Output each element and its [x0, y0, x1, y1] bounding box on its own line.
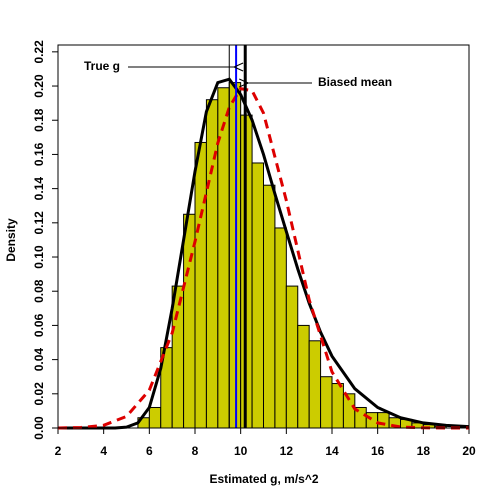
bar [171, 285, 185, 429]
bar [274, 227, 287, 429]
x-tick-label: 18 [417, 444, 431, 458]
bar [251, 162, 264, 429]
y-tick-label: 0.06 [32, 313, 46, 337]
x-tick-label: 20 [462, 444, 476, 458]
y-tick-label: 0.04 [32, 348, 46, 372]
bar [377, 412, 390, 429]
x-tick-label: 14 [325, 444, 339, 458]
y-tick-label: 0.12 [32, 211, 46, 235]
x-tick-label: 16 [371, 444, 385, 458]
y-tick-label: 0.08 [32, 279, 46, 303]
bar [308, 340, 322, 429]
arrow-head [239, 78, 249, 88]
density-curve [57, 86, 469, 430]
y-tick-label: 0.00 [32, 416, 46, 440]
y-tick-label: 0.02 [32, 382, 46, 406]
bar [297, 324, 310, 429]
arrow-head [233, 62, 244, 72]
y-tick-label: 0.10 [32, 245, 46, 269]
x-tick-label: 8 [192, 444, 199, 458]
density-curve [58, 77, 470, 430]
bar [205, 99, 219, 429]
bar [365, 412, 379, 429]
bar [148, 406, 162, 429]
x-axis-label: Estimated g, m/s^2 [209, 472, 318, 486]
bar [228, 82, 242, 429]
x-tick-label: 12 [280, 444, 294, 458]
bar [320, 376, 333, 429]
bar [285, 285, 299, 429]
y-tick-label: 0.14 [32, 177, 46, 201]
x-tick-label: 4 [100, 444, 107, 458]
y-tick-label: 0.16 [32, 142, 46, 166]
y-tick-label: 0.18 [32, 108, 46, 132]
bar [263, 184, 276, 429]
x-tick-label: 10 [234, 444, 248, 458]
y-axis-label: Density [4, 218, 18, 262]
annotation: True g [84, 59, 120, 73]
plot-frame [57, 44, 470, 429]
bar [194, 141, 207, 429]
x-tick-label: 2 [55, 444, 62, 458]
bar [331, 383, 344, 429]
y-tick-label: 0.20 [32, 74, 46, 98]
y-tick-label: 0.22 [32, 40, 46, 64]
annotation: Biased mean [318, 75, 392, 89]
x-tick-label: 6 [146, 444, 153, 458]
